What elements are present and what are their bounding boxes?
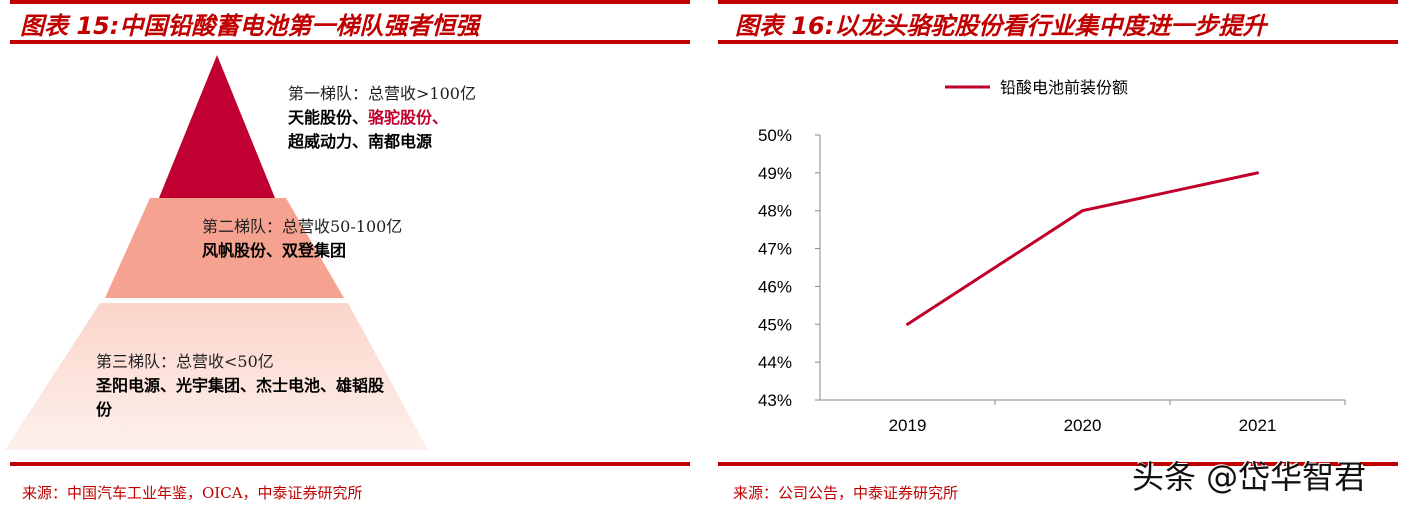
top-rule [10, 0, 690, 4]
tier-1-companies: 天能股份、 [288, 108, 369, 127]
tier-3-companies: 圣阳电源、光宇集团、杰士电池、雄韬股份 [96, 376, 385, 419]
y-tick-label: 50% [758, 126, 792, 145]
y-tick-label: 43% [758, 391, 792, 410]
y-tick-label: 48% [758, 202, 792, 221]
legend-label: 铅酸电池前装份额 [1000, 78, 1128, 97]
bottom-rule [718, 462, 1398, 466]
data-point [906, 322, 909, 326]
x-tick-label: 2020 [1064, 416, 1102, 435]
y-tick-label: 44% [758, 353, 792, 372]
top-rule [718, 0, 1398, 4]
watermark: 头条 @岱华智君 [1132, 458, 1367, 496]
source-note: 来源：公司公告，中泰证券研究所 [733, 484, 959, 502]
line-chart: 43% 44% 45% 46% 47% 48% 49% 50% 2019 2020 2021 铅酸电池… [758, 78, 1346, 435]
x-tick-label: 2021 [1239, 416, 1277, 435]
figure-15-title: 图表 15:中国铅酸蓄电池第一梯队强者恒强 [20, 12, 480, 40]
tier-2-shape [105, 198, 344, 298]
title-rule [10, 40, 690, 44]
tier-3-text: 第三梯队：总营收<50亿 圣阳电源、光宇集团、杰士电池、雄韬股份 [96, 350, 396, 422]
bottom-rule [10, 462, 690, 466]
data-point [1256, 171, 1259, 175]
series-line [906, 171, 1258, 326]
tier-2-companies: 风帆股份、双登集团 [202, 241, 347, 260]
pyramid [5, 55, 428, 450]
data-point [1081, 209, 1084, 213]
tier-3-shape [5, 303, 428, 450]
tier-1-shape [159, 55, 275, 198]
y-tick-label: 47% [758, 240, 792, 259]
tier-3-label: 第三梯队：总营收<50亿 [96, 352, 274, 371]
x-tick-label: 2019 [889, 416, 927, 435]
tier-1-label: 第一梯队：总营收>100亿 [288, 84, 476, 103]
tier-1-highlight-company: 骆驼股份、 [368, 108, 449, 127]
figure-16-title: 图表 16:以龙头骆驼股份看行业集中度进一步提升 [735, 12, 1267, 40]
source-note: 来源：中国汽车工业年鉴，OICA，中泰证券研究所 [22, 484, 363, 502]
y-tick-label: 45% [758, 315, 792, 334]
y-tick-label: 46% [758, 277, 792, 296]
tier-1-text: 第一梯队：总营收>100亿 天能股份、骆驼股份、超威动力、南都电源 [288, 82, 478, 154]
tier-1-companies: 超威动力、南都电源 [288, 132, 433, 151]
title-rule [718, 40, 1398, 44]
tier-2-label: 第二梯队：总营收50-100亿 [202, 217, 403, 236]
tier-2-text: 第二梯队：总营收50-100亿 风帆股份、双登集团 [202, 215, 402, 263]
y-tick-label: 49% [758, 164, 792, 183]
